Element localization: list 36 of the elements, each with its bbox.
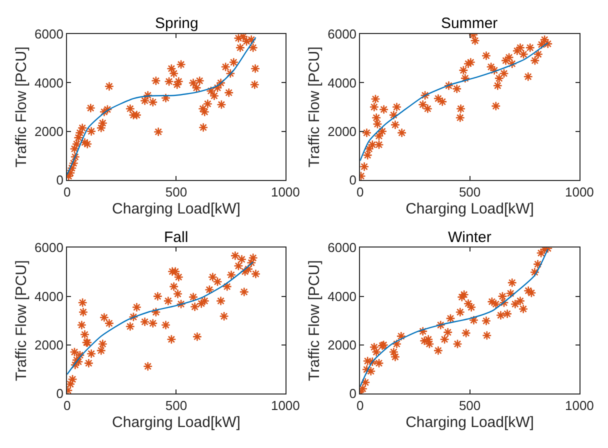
y-tick-label: 6000	[34, 26, 64, 42]
x-axis-title: Charging Load[kW]	[406, 200, 534, 218]
y-axis-title: Traffic Flow [PCU]	[12, 46, 30, 168]
y-tick-label: 0	[349, 172, 357, 188]
x-tick-label: 500	[458, 184, 481, 200]
x-tick-label: 500	[458, 398, 481, 414]
y-tick-label: 2000	[34, 338, 64, 353]
y-tick-label: 2000	[328, 124, 357, 139]
y-tick-label: 0	[56, 172, 64, 188]
chart-title: Spring	[155, 15, 198, 32]
x-tick-label: 500	[165, 184, 188, 200]
y-tick-label: 6000	[34, 240, 64, 256]
y-tick-label: 6000	[328, 240, 357, 256]
y-tick-label: 4000	[34, 288, 64, 304]
y-tick-label: 2000	[328, 338, 357, 353]
x-axis-title: Charging Load[kW]	[112, 414, 240, 432]
y-axis-title: Traffic Flow [PCU]	[306, 260, 323, 382]
chart-title: Fall	[164, 229, 188, 246]
y-tick-label: 4000	[328, 75, 357, 90]
y-tick-label: 4000	[328, 288, 357, 304]
y-tick-label: 6000	[328, 26, 357, 42]
chart-title: Summer	[441, 15, 498, 32]
y-tick-label: 2000	[34, 124, 64, 139]
x-axis-title: Charging Load[kW]	[112, 200, 240, 218]
chart-title: Winter	[448, 229, 492, 246]
y-axis-title: Traffic Flow [PCU]	[12, 260, 30, 382]
x-tick-label: 1000	[270, 398, 300, 414]
x-tick-label: 500	[165, 398, 188, 414]
y-tick-label: 0	[349, 386, 357, 402]
x-tick-label: 1000	[564, 398, 594, 414]
x-tick-label: 1000	[564, 184, 594, 200]
x-axis-title: Charging Load[kW]	[406, 414, 534, 432]
y-tick-label: 0	[56, 386, 64, 402]
x-tick-label: 1000	[270, 184, 300, 200]
y-axis-title: Traffic Flow [PCU]	[306, 46, 323, 168]
y-tick-label: 4000	[34, 75, 64, 90]
